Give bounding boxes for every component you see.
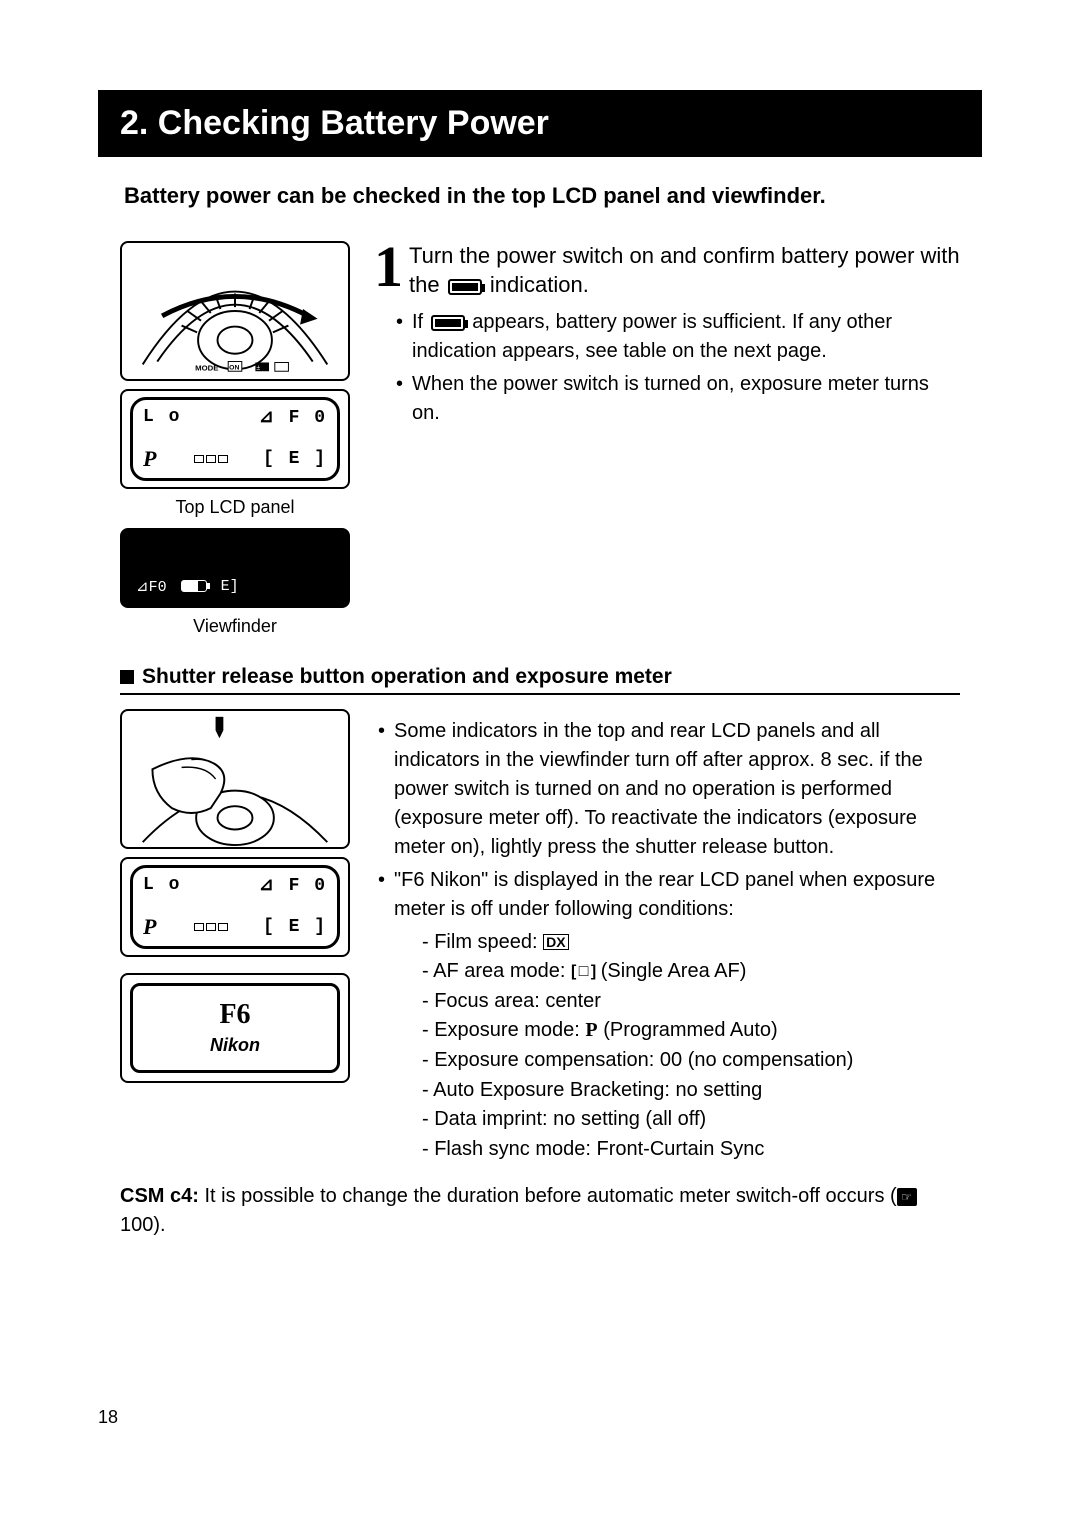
- csm-note: CSM c4: It is possible to change the dur…: [120, 1182, 960, 1240]
- lcd-row1-left: L o: [143, 407, 181, 427]
- cond-flash-sync: Flash sync mode: Front-Curtain Sync: [422, 1135, 960, 1165]
- cond-focus-area: Focus area: center: [422, 987, 960, 1017]
- f6-logo: F6: [219, 999, 250, 1031]
- intro-text: Battery power can be checked in the top …: [124, 181, 956, 211]
- page-ref-icon: ☞: [897, 1188, 917, 1206]
- caption-viewfinder: Viewfinder: [120, 616, 350, 637]
- conditions-list: Film speed: DX AF area mode: [ □ ] (Sing…: [422, 928, 960, 1165]
- step1-bullet-2: When the power switch is turned on, expo…: [396, 370, 960, 428]
- square-bullet-icon: [120, 670, 134, 684]
- section-title: 2. Checking Battery Power: [120, 104, 960, 143]
- page-number: 18: [98, 1407, 118, 1428]
- figure-rear-lcd-f6: F6 Nikon: [120, 973, 350, 1083]
- shutter-text: Some indicators in the top and rear LCD …: [374, 709, 960, 1169]
- lcd-p-icon: P: [143, 446, 158, 472]
- svg-text:ON: ON: [229, 364, 239, 371]
- vf-left: ⊿F0: [136, 577, 167, 596]
- step1-row: MODE ON ± L o ⊿ F 0 P [ E ]: [120, 241, 960, 647]
- subsection-title: Shutter release button operation and exp…: [142, 665, 672, 689]
- cond-exposure-mode: Exposure mode: P (Programmed Auto): [422, 1016, 960, 1046]
- shutter-bullet-2: "F6 Nikon" is displayed in the rear LCD …: [378, 866, 960, 1165]
- cond-film-speed: Film speed: DX: [422, 928, 960, 958]
- cond-aeb: Auto Exposure Bracketing: no setting: [422, 1076, 960, 1106]
- battery-full-icon: [431, 315, 465, 331]
- step1-text: 1 Turn the power switch on and confirm b…: [374, 241, 960, 647]
- p-mode-icon: P: [585, 1019, 597, 1041]
- vf-right: E]: [221, 578, 239, 595]
- cond-exposure-comp: Exposure compensation: 00 (no compensati…: [422, 1046, 960, 1076]
- shutter-row: L o ⊿ F 0 P [ E ] F6 Nikon Some indicato…: [120, 709, 960, 1169]
- figure-power-switch: MODE ON ±: [120, 241, 350, 381]
- figure-column-1: MODE ON ± L o ⊿ F 0 P [ E ]: [120, 241, 350, 647]
- figure-top-lcd-2: L o ⊿ F 0 P [ E ]: [120, 857, 350, 957]
- section-title-band: 2. Checking Battery Power: [98, 90, 982, 157]
- subsection-heading: Shutter release button operation and exp…: [120, 665, 960, 695]
- step-lead: Turn the power switch on and confirm bat…: [409, 241, 960, 300]
- cond-af-area: AF area mode: [ □ ] (Single Area AF): [422, 957, 960, 987]
- af-area-icon: [ □ ]: [571, 960, 595, 984]
- csm-label: CSM c4:: [120, 1185, 199, 1207]
- step1-bullet-1: If appears, battery power is sufficient.…: [396, 308, 960, 366]
- vf-battery-icon: [181, 580, 207, 592]
- dx-icon: DX: [543, 934, 568, 950]
- caption-top-lcd: Top LCD panel: [120, 497, 350, 518]
- cond-data-imprint: Data imprint: no setting (all off): [422, 1105, 960, 1135]
- battery-full-icon: [448, 279, 482, 295]
- figure-shutter-press: [120, 709, 350, 849]
- figure-column-2: L o ⊿ F 0 P [ E ] F6 Nikon: [120, 709, 350, 1169]
- lcd-boxes: [194, 455, 228, 463]
- svg-text:±: ±: [256, 364, 260, 371]
- figure-top-lcd: L o ⊿ F 0 P [ E ]: [120, 389, 350, 489]
- step-number: 1: [374, 241, 403, 300]
- shutter-bullet-1: Some indicators in the top and rear LCD …: [378, 717, 960, 862]
- lcd-row2-right: [ E ]: [263, 449, 327, 469]
- nikon-brand: Nikon: [210, 1035, 260, 1056]
- mode-label: MODE: [195, 363, 218, 372]
- lcd-row1-right: ⊿ F 0: [259, 406, 327, 428]
- figure-viewfinder: ⊿F0 E]: [120, 528, 350, 608]
